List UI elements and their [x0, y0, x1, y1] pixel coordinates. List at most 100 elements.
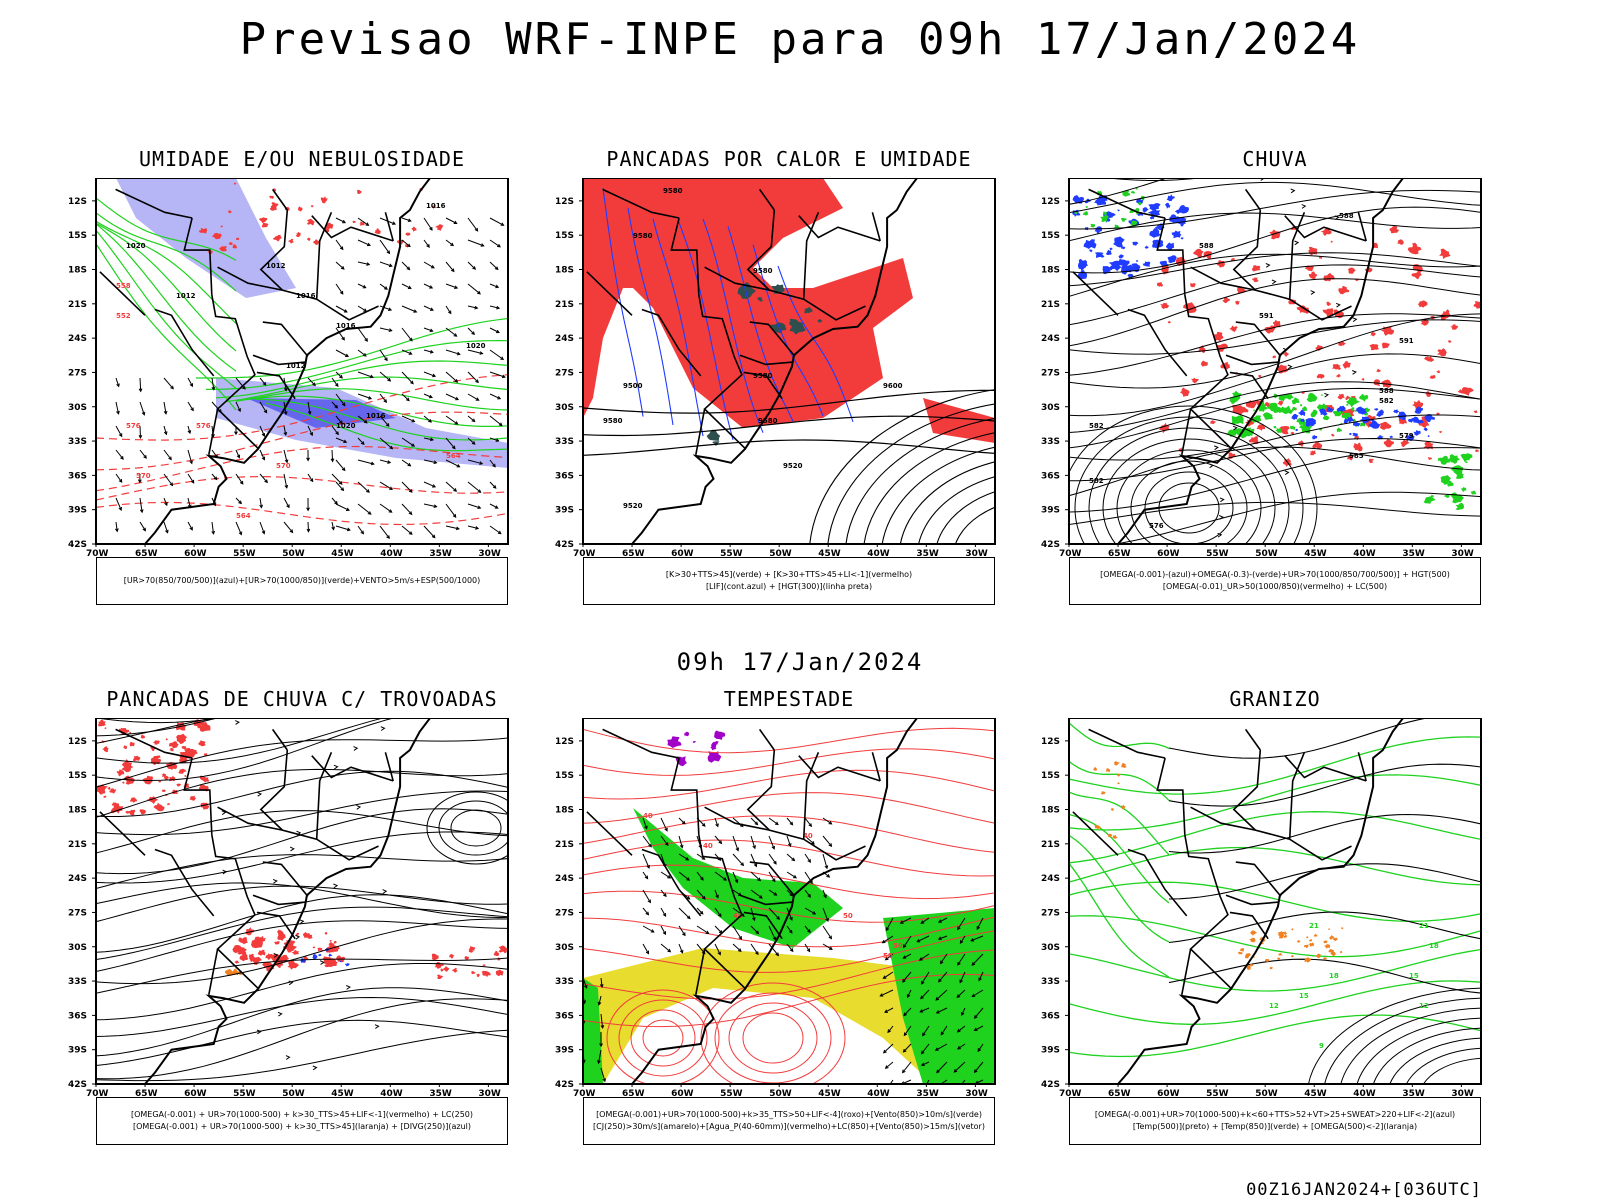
streamline — [96, 987, 508, 1057]
arrow-head — [143, 455, 147, 459]
temp850-contour — [1069, 774, 1481, 831]
red-precip — [1473, 410, 1478, 414]
red-precip — [1400, 439, 1410, 448]
arrow-head — [650, 929, 655, 933]
arrow-head — [384, 286, 388, 290]
arrow-head — [477, 505, 482, 509]
lat-label: 33S — [68, 977, 87, 987]
lon-label: 50W — [1255, 549, 1278, 559]
omega-orange — [1249, 930, 1258, 936]
arrow-head — [285, 1055, 291, 1060]
arrow-head — [356, 804, 362, 810]
wind-vector — [139, 425, 141, 438]
blue-precip — [1389, 435, 1393, 438]
red-precip — [1222, 297, 1230, 304]
wind-vector — [822, 925, 832, 939]
coastline — [583, 718, 919, 1084]
wind-vector — [357, 327, 368, 342]
omega-orange — [1249, 963, 1254, 967]
lat-label: 24S — [1041, 874, 1060, 884]
green-area — [706, 431, 717, 441]
omega-orange — [1249, 937, 1256, 943]
wind-vector — [822, 943, 833, 950]
wind-vector — [357, 459, 374, 465]
arrow-head — [882, 1049, 887, 1054]
arrow-head — [973, 1069, 978, 1074]
x — [1355, 728, 1364, 733]
wind-vector — [750, 835, 756, 849]
wind-vector — [750, 925, 759, 934]
x — [1401, 729, 1408, 735]
green-precip — [1430, 494, 1434, 498]
arrow-head — [408, 489, 413, 493]
green-contour — [96, 223, 237, 372]
arrow-head — [723, 877, 727, 881]
wind-vector — [732, 871, 738, 883]
arrow-head — [345, 353, 349, 357]
wind-vector — [660, 817, 668, 832]
lat-label: 42S — [555, 540, 574, 550]
wind-vector — [786, 871, 797, 879]
red-precip — [1276, 364, 1289, 374]
wind-vector — [307, 401, 311, 415]
x — [1441, 819, 1444, 821]
lc850-contour — [583, 792, 995, 824]
arrow-head — [492, 485, 497, 489]
wind-vector — [335, 393, 346, 406]
x — [1444, 751, 1453, 758]
arrow-head — [386, 535, 390, 540]
contour-label: 558 — [116, 282, 131, 290]
blue-precip — [1108, 260, 1122, 271]
red-precip — [1322, 232, 1325, 235]
wind-vector — [919, 953, 930, 961]
green-precip — [1090, 223, 1096, 228]
arrow-head — [882, 975, 887, 979]
wind-vector — [307, 473, 314, 482]
green-precip — [1447, 454, 1460, 464]
streamline — [96, 998, 508, 1080]
wind-vector — [598, 1049, 602, 1064]
border-line — [1235, 321, 1282, 357]
wind-vector — [750, 817, 758, 825]
border-line — [384, 752, 394, 782]
red-precip — [1473, 301, 1481, 309]
thunder-area — [437, 974, 444, 980]
arrow-head — [471, 331, 476, 336]
border-line — [749, 321, 796, 357]
x — [1403, 781, 1410, 786]
arrow-head — [426, 244, 430, 248]
wind-vector — [467, 327, 475, 335]
border-line — [871, 752, 881, 782]
wind-vector — [139, 377, 142, 392]
wind-vector — [379, 437, 393, 450]
lifted-index-contour — [702, 218, 764, 433]
border-line — [115, 728, 193, 759]
wind-vector — [953, 1061, 966, 1073]
arrow-head — [429, 226, 433, 231]
blue-precip — [1306, 418, 1317, 427]
legend-line: [UR>70(850/700/500)](azul)+[UR>70(1000/8… — [123, 576, 481, 585]
x — [443, 215, 445, 217]
wind-area — [633, 808, 843, 948]
wind-vector — [660, 889, 667, 897]
arrow-head — [701, 895, 706, 900]
lon-label: 60W — [1157, 1089, 1180, 1099]
contour-label: 40 — [703, 842, 713, 850]
thunder-area — [481, 970, 491, 978]
blue-precip — [1136, 198, 1143, 204]
streamline — [96, 718, 216, 744]
streamline — [96, 718, 220, 737]
wind-vector — [678, 835, 683, 848]
wind-vector — [768, 907, 780, 920]
wind-vector — [115, 401, 119, 414]
arrow-head — [971, 962, 976, 966]
wind-vector — [379, 503, 392, 513]
contour-label: 9580 — [758, 417, 778, 425]
blue-precip — [1405, 433, 1415, 442]
lon-label: 55W — [720, 1089, 743, 1099]
arrow-head — [340, 487, 345, 492]
wind-vector — [714, 889, 719, 898]
arrow-head — [261, 433, 266, 437]
lon-label: 60W — [184, 1089, 207, 1099]
green-precip — [1281, 405, 1294, 414]
